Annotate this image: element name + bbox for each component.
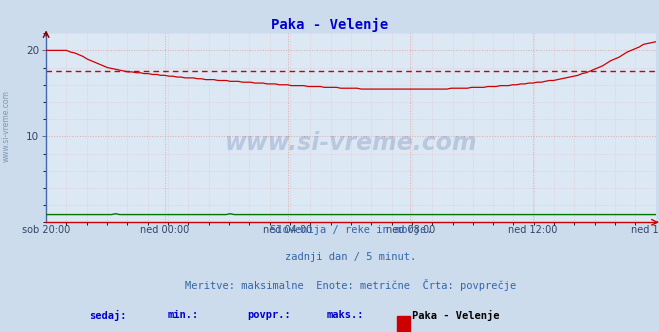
Text: www.si-vreme.com: www.si-vreme.com bbox=[225, 131, 477, 155]
Text: min.:: min.: bbox=[168, 309, 199, 319]
Text: povpr.:: povpr.: bbox=[247, 309, 291, 319]
Text: Slovenija / reke in morje.: Slovenija / reke in morje. bbox=[270, 225, 432, 235]
Bar bbox=[397, 316, 410, 332]
Text: Meritve: maksimalne  Enote: metrične  Črta: povprečje: Meritve: maksimalne Enote: metrične Črta… bbox=[185, 279, 517, 291]
Text: sedaj:: sedaj: bbox=[89, 309, 127, 321]
Text: Paka - Velenje: Paka - Velenje bbox=[412, 309, 500, 321]
Text: maks.:: maks.: bbox=[327, 309, 364, 319]
Text: zadnji dan / 5 minut.: zadnji dan / 5 minut. bbox=[285, 252, 416, 262]
Text: www.si-vreme.com: www.si-vreme.com bbox=[2, 90, 11, 162]
Text: Paka - Velenje: Paka - Velenje bbox=[271, 18, 388, 33]
